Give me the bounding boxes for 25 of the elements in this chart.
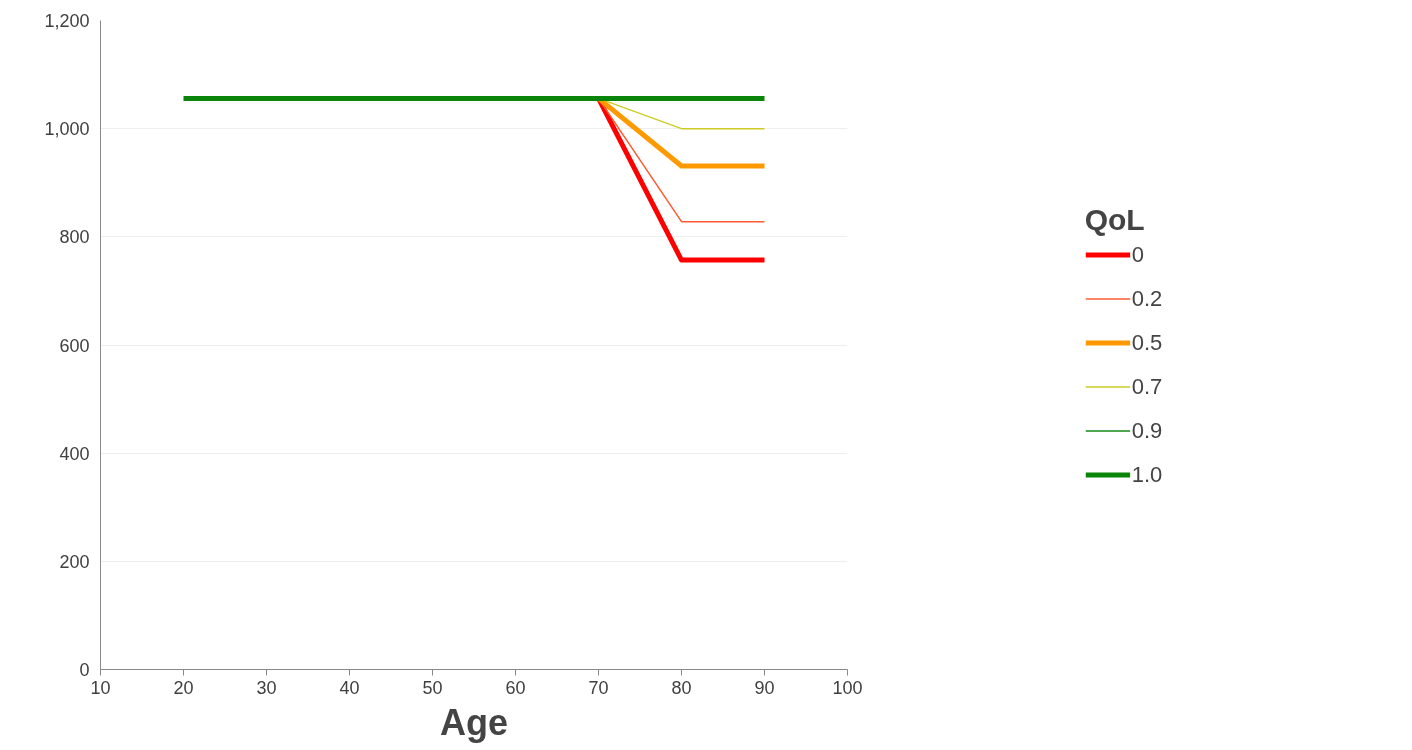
x-tick-label: 50 <box>422 677 443 698</box>
x-tick-label: 40 <box>339 677 360 698</box>
x-tick-label: 30 <box>256 677 277 698</box>
legend-label: 0.5 <box>1131 329 1163 355</box>
legend-title: QoL <box>1084 202 1146 236</box>
legend-label: 0.7 <box>1131 373 1163 399</box>
y-tick-label: 600 <box>59 335 90 356</box>
legend-label: 0 <box>1131 241 1145 267</box>
legend-label: 0.9 <box>1131 417 1163 443</box>
y-tick-label: 200 <box>59 551 90 572</box>
x-tick-label: 80 <box>671 677 692 698</box>
legend-label: 1.0 <box>1131 461 1163 487</box>
x-axis-title: Age <box>440 701 509 743</box>
x-tick-label: 90 <box>754 677 775 698</box>
y-tick-label: 0 <box>79 660 90 680</box>
x-tick-label: 100 <box>832 677 863 698</box>
y-tick-label: 1,200 <box>44 11 90 31</box>
y-tick-label: 1,000 <box>44 119 90 140</box>
y-tick-label: 400 <box>59 443 90 464</box>
x-tick-label: 10 <box>90 677 111 698</box>
legend-label: 0.2 <box>1131 285 1163 311</box>
x-tick-label: 60 <box>505 677 526 698</box>
x-tick-label: 70 <box>588 677 609 698</box>
x-tick-label: 20 <box>173 677 194 698</box>
y-tick-label: 800 <box>59 227 90 248</box>
